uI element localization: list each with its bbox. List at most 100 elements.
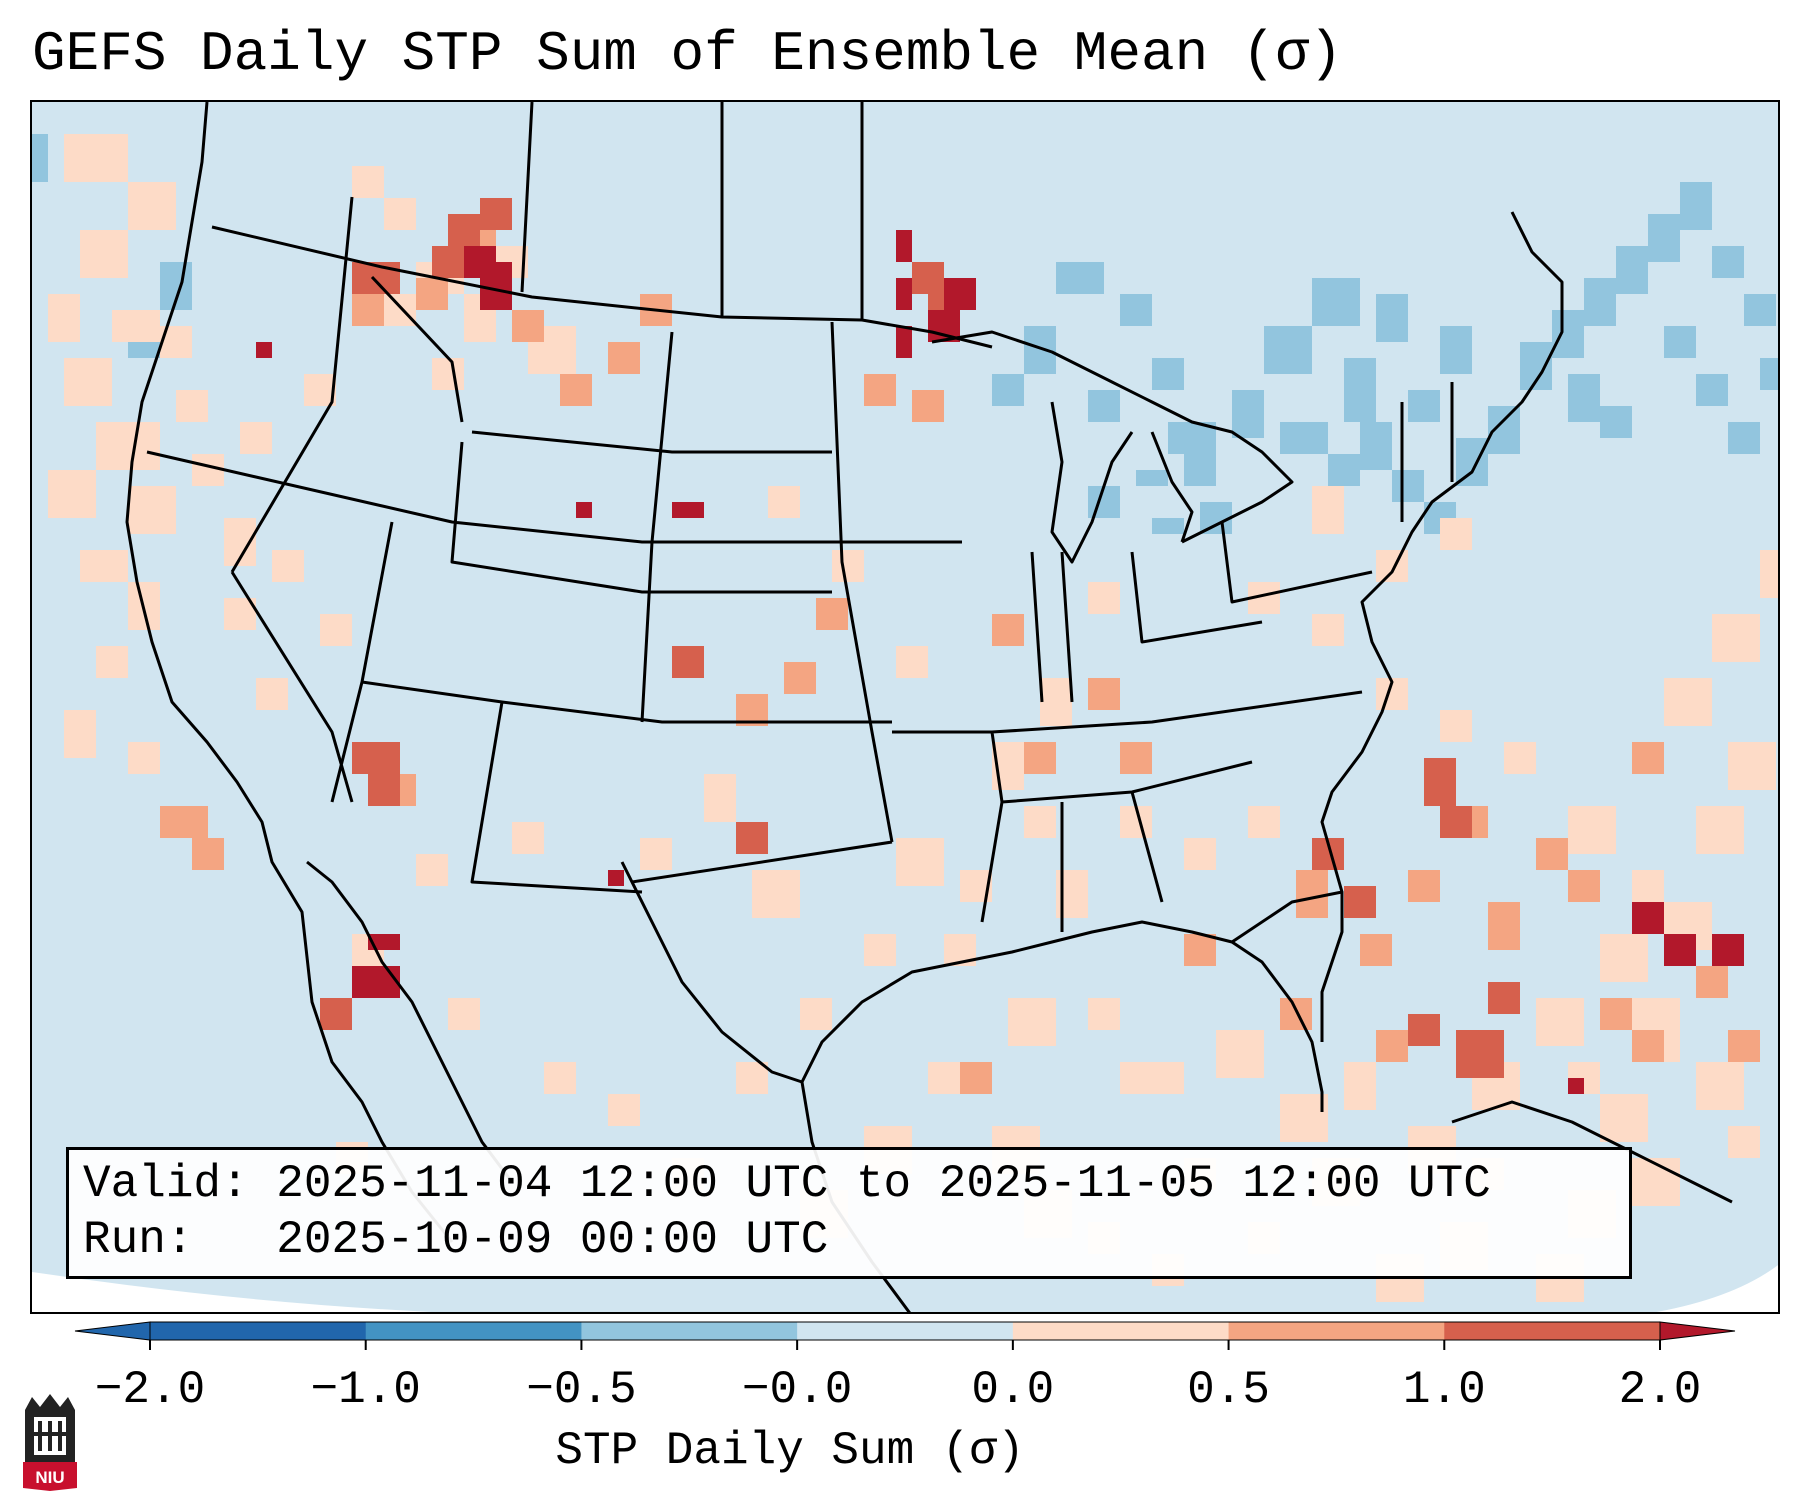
anomaly-cell — [784, 662, 816, 694]
logo-text: NIU — [35, 1468, 64, 1487]
run-value: 2025-10-09 00:00 UTC — [276, 1214, 829, 1266]
anomaly-cell — [48, 294, 80, 342]
anomaly-cell — [1728, 1126, 1760, 1158]
florida-coastline — [1231, 890, 1344, 1042]
run-row: Run: 2025-10-09 00:00 UTC — [83, 1212, 1615, 1268]
anomaly-cell — [1568, 374, 1600, 422]
anomaly-cell — [128, 742, 160, 774]
anomaly-cell — [1088, 678, 1120, 710]
anomaly-cell — [1008, 998, 1056, 1046]
anomaly-cell — [1312, 486, 1344, 534]
anomaly-cell — [1440, 710, 1472, 742]
anomaly-cell — [1760, 550, 1778, 598]
anomaly-cell — [1376, 1030, 1408, 1062]
anomaly-cell — [64, 358, 112, 406]
colorbar-tick-label: −1.0 — [310, 1364, 421, 1416]
anomaly-cell — [1536, 998, 1584, 1046]
anomaly-cell — [96, 646, 128, 678]
anomaly-cell — [1216, 1030, 1264, 1078]
anomaly-cell — [1312, 614, 1344, 646]
anomaly-cell — [80, 550, 128, 582]
anomaly-cell — [1280, 1094, 1328, 1142]
anomaly-cell — [320, 614, 352, 646]
colorbar-tick-label: 0.5 — [1187, 1364, 1270, 1416]
anomaly-cell — [704, 774, 736, 822]
colorbar-segment — [1228, 1322, 1445, 1340]
anomaly-cell — [1088, 390, 1120, 422]
anomaly-cell — [1568, 1078, 1584, 1094]
anomaly-cell — [272, 550, 304, 582]
anomaly-cell — [160, 806, 208, 838]
anomaly-cell — [1632, 1030, 1664, 1062]
anomaly-cell — [1136, 470, 1168, 486]
anomaly-cell — [64, 134, 128, 182]
run-label: Run: — [83, 1214, 194, 1266]
anomaly-cell — [1184, 838, 1216, 870]
anomaly-cell — [96, 422, 160, 470]
anomaly-cell — [352, 966, 400, 998]
niu-logo: NIU — [23, 1394, 77, 1491]
pacific-coastline — [125, 102, 454, 1243]
state-lines — [146, 102, 1454, 932]
anomaly-cell — [1088, 486, 1120, 518]
map-svg — [32, 102, 1778, 1312]
anomaly-cell — [1040, 678, 1072, 726]
anomaly-cell — [432, 358, 464, 390]
anomaly-cell — [1488, 902, 1520, 950]
chart-title: GEFS Daily STP Sum of Ensemble Mean (σ) — [32, 22, 1343, 86]
anomaly-cell — [80, 230, 128, 278]
projection-edge-left — [32, 1272, 432, 1312]
anomaly-cell — [928, 1062, 960, 1094]
great-lakes — [931, 330, 1294, 564]
anomaly-cell — [1120, 1062, 1152, 1094]
anomaly-cell — [416, 854, 448, 886]
anomaly-cell — [1088, 582, 1120, 614]
anomaly-cell — [896, 230, 912, 262]
colorbar-extend-low — [74, 1321, 151, 1341]
colorbar-tick-label: 1.0 — [1402, 1364, 1486, 1416]
anomaly-cell — [352, 166, 384, 198]
anomaly-cell — [992, 614, 1024, 646]
anomaly-cell — [1024, 326, 1056, 374]
anomaly-cell — [1664, 934, 1696, 966]
anomaly-cell — [1648, 214, 1680, 262]
anomaly-cell — [1680, 182, 1712, 230]
anomaly-cell — [912, 390, 944, 422]
anomaly-cell — [768, 486, 800, 518]
colorbar-tick-label: −0.5 — [526, 1364, 637, 1416]
anomaly-cell — [1632, 1158, 1680, 1206]
anomaly-cell — [1312, 278, 1360, 326]
anomaly-cell — [496, 262, 512, 294]
anomaly-cell — [1712, 934, 1744, 966]
anomaly-cell — [1696, 806, 1744, 854]
anomaly-cell — [1056, 262, 1104, 294]
anomaly-cell — [1408, 390, 1440, 422]
valid-row: Valid: 2025-11-04 12:00 UTC to 2025-11-0… — [83, 1156, 1615, 1212]
colorbar-segment — [365, 1322, 582, 1340]
anomaly-cell — [672, 646, 704, 678]
colorbar-tick-label: −0.0 — [741, 1364, 853, 1416]
anomaly-cell — [1264, 326, 1312, 374]
anomaly-cell — [256, 678, 288, 710]
anomaly-cell — [736, 1062, 768, 1094]
anomaly-cell — [1712, 614, 1760, 662]
anomaly-cell — [1024, 806, 1056, 838]
anomaly-cell — [256, 342, 272, 358]
anomaly-cell — [608, 342, 640, 374]
anomaly-cell — [1408, 870, 1440, 902]
anomaly-cells-darkest-red — [256, 230, 1744, 1094]
anomaly-cell — [1424, 758, 1456, 806]
anomaly-cell — [1616, 246, 1648, 294]
anomaly-cell — [1088, 998, 1120, 1030]
anomaly-cell — [1392, 470, 1424, 502]
anomaly-cell — [352, 262, 400, 294]
anomaly-cell — [512, 310, 544, 342]
anomaly-cell — [368, 934, 400, 950]
anomaly-cell — [992, 374, 1024, 406]
anomaly-cell — [1728, 1030, 1760, 1062]
anomaly-cell — [864, 374, 896, 406]
anomaly-cell — [1632, 742, 1664, 774]
colorbar-segment — [581, 1322, 798, 1340]
anomaly-cell — [352, 294, 384, 326]
anomaly-cell — [1664, 678, 1712, 726]
